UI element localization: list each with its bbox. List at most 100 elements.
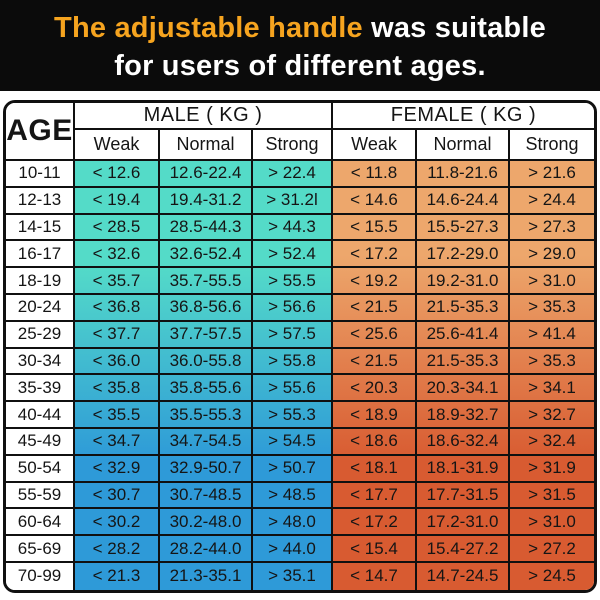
data-cell: < 36.8 [75, 294, 160, 322]
title-rest: was suitable [362, 11, 546, 44]
row-label-age: 30-34 [6, 348, 75, 376]
data-cell: < 30.7 [75, 482, 160, 510]
data-cell: < 17.2 [333, 509, 417, 537]
data-cell: 37.7-57.5 [160, 321, 253, 349]
data-cell: < 14.6 [333, 187, 417, 215]
data-cell: < 17.2 [333, 241, 417, 269]
row-label-age: 55-59 [6, 482, 75, 510]
data-cell: 30.2-48.0 [160, 509, 253, 537]
data-cell: 30.7-48.5 [160, 482, 253, 510]
data-cell: 18.6-32.4 [417, 428, 510, 456]
data-cell: 35.5-55.3 [160, 402, 253, 429]
data-cell: 32.6-52.4 [160, 241, 253, 269]
data-cell: > 34.1 [510, 375, 594, 403]
data-cell: > 54.5 [253, 428, 333, 456]
subheader-weak-male: Weak [75, 130, 160, 161]
data-cell: 18.9-32.7 [417, 402, 510, 429]
row-label-age: 12-13 [6, 187, 75, 215]
data-cell: > 41.4 [510, 322, 594, 349]
data-cell: < 30.2 [75, 509, 160, 537]
data-cell: > 55.3 [253, 402, 333, 429]
data-cell: > 52.4 [253, 241, 333, 269]
row-label-age: 14-15 [6, 214, 75, 242]
data-cell: > 27.3 [510, 215, 594, 242]
row-label-age: 70-99 [6, 562, 75, 590]
male-gradient-background [75, 161, 333, 590]
data-cell: 25.6-41.4 [417, 321, 510, 349]
female-group-header: FEMALE ( KG ) [333, 103, 594, 130]
age-column-header: AGE [6, 103, 75, 161]
data-cell: > 31.0 [510, 509, 594, 537]
data-cell: < 11.8 [333, 161, 417, 188]
data-cell: 20.3-34.1 [417, 375, 510, 403]
data-cell: 35.8-55.6 [160, 375, 253, 403]
row-label-age: 35-39 [6, 375, 75, 403]
row-label-age: 25-29 [6, 321, 75, 349]
data-cell: 21.3-35.1 [160, 562, 253, 590]
data-cell: < 36.0 [75, 348, 160, 376]
male-group-header: MALE ( KG ) [75, 103, 333, 130]
data-cell: 19.4-31.2 [160, 187, 253, 215]
data-cell: > 24.4 [510, 188, 594, 215]
data-cell: < 14.7 [333, 562, 417, 590]
data-cell: < 28.2 [75, 536, 160, 563]
row-label-age: 18-19 [6, 268, 75, 295]
data-cell: < 21.5 [333, 294, 417, 322]
subheader-normal-male: Normal [160, 130, 253, 161]
data-cell: 34.7-54.5 [160, 428, 253, 456]
data-cell: > 22.4 [253, 161, 333, 188]
data-cell: > 31.5 [510, 483, 594, 510]
data-cell: > 35.3 [510, 295, 594, 322]
data-cell: 17.2-29.0 [417, 241, 510, 269]
data-cell: < 19.4 [75, 187, 160, 215]
data-cell: < 34.7 [75, 428, 160, 456]
row-label-age: 10-11 [6, 161, 75, 188]
data-cell: > 21.6 [510, 161, 594, 188]
data-cell: < 25.6 [333, 321, 417, 349]
data-cell: 21.5-35.3 [417, 294, 510, 322]
row-label-age: 60-64 [6, 509, 75, 537]
data-cell: > 31.0 [510, 268, 594, 295]
data-cell: < 32.9 [75, 455, 160, 483]
title-line-2: for users of different ages. [114, 49, 486, 82]
data-cell: < 28.5 [75, 214, 160, 242]
data-cell: < 35.8 [75, 375, 160, 403]
row-label-age: 40-44 [6, 402, 75, 429]
data-cell: 14.7-24.5 [417, 562, 510, 590]
data-cell: < 19.2 [333, 268, 417, 295]
data-cell: 28.2-44.0 [160, 536, 253, 563]
data-cell: 11.8-21.6 [417, 161, 510, 188]
subheader-strong-male: Strong [253, 130, 333, 161]
female-gradient-background [333, 161, 594, 590]
data-cell: > 35.3 [510, 349, 594, 376]
data-cell: < 37.7 [75, 321, 160, 349]
data-cell: > 27.2 [510, 536, 594, 563]
data-cell: < 15.4 [333, 536, 417, 563]
data-cell: < 12.6 [75, 161, 160, 188]
age-strength-table: AGE MALE ( KG ) FEMALE ( KG ) Weak Normal Str… [3, 100, 597, 593]
title-line-1: The adjustable handle was suitable [54, 9, 546, 47]
data-cell: < 15.5 [333, 214, 417, 242]
data-cell: > 57.5 [253, 321, 333, 349]
subheader-strong-female: Strong [510, 130, 594, 161]
data-cell: > 32.7 [510, 402, 594, 429]
data-cell: > 48.5 [253, 482, 333, 510]
subheader-weak-female: Weak [333, 130, 417, 161]
data-cell: < 18.9 [333, 402, 417, 429]
data-cell: > 44.3 [253, 214, 333, 242]
data-cell: 19.2-31.0 [417, 268, 510, 295]
data-cell: > 44.0 [253, 536, 333, 563]
data-cell: < 35.7 [75, 268, 160, 295]
title-banner: The adjustable handle was suitable for u… [0, 0, 600, 91]
data-cell: > 56.6 [253, 294, 333, 322]
data-cell: > 55.6 [253, 375, 333, 403]
row-label-age: 20-24 [6, 294, 75, 322]
data-cell: < 18.1 [333, 455, 417, 483]
data-cell: 35.7-55.5 [160, 268, 253, 295]
data-cell: > 55.5 [253, 268, 333, 295]
data-cell: < 21.5 [333, 348, 417, 376]
data-cell: 14.6-24.4 [417, 187, 510, 215]
data-cell: 15.5-27.3 [417, 214, 510, 242]
data-cell: 12.6-22.4 [160, 161, 253, 188]
data-cell: 17.7-31.5 [417, 482, 510, 510]
